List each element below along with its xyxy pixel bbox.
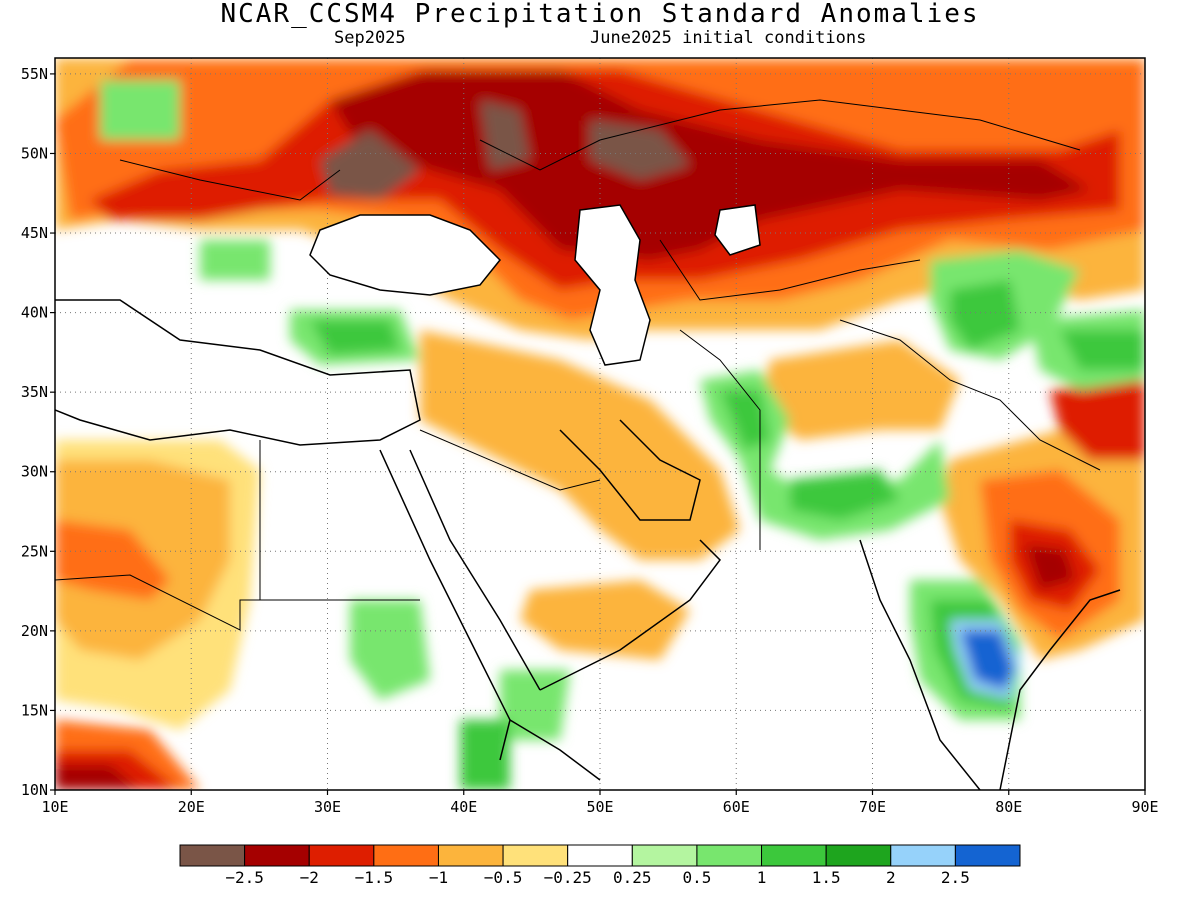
colorbar-swatch xyxy=(696,844,763,867)
colorbar-swatch xyxy=(502,844,569,867)
y-tick-label: 35N xyxy=(21,383,48,401)
y-tick-label: 55N xyxy=(21,65,48,83)
colorbar: −2.5 −2 −1.5 −1 −0.5 −0.25 0.25 0.5 1 1.5 2 2.5 xyxy=(179,844,1021,887)
colorbar-label: 2.5 xyxy=(941,868,970,887)
colorbar-swatch xyxy=(179,844,246,867)
country-borders xyxy=(55,99,1101,631)
colorbar-label: 1 xyxy=(757,868,767,887)
colorbar-label: −1.5 xyxy=(355,868,394,887)
caspian-sea xyxy=(574,204,651,366)
colorbar-label: −0.25 xyxy=(544,868,592,887)
persian-gulf-coast xyxy=(559,419,701,521)
colorbar-swatch xyxy=(761,844,827,867)
red-sea-coast xyxy=(379,449,541,761)
x-tick-label: 10E xyxy=(41,798,68,816)
y-tick-label: 50N xyxy=(21,144,48,162)
aral-sea xyxy=(714,204,761,256)
map-title: NCAR_CCSM4 Precipitation Standard Anomal… xyxy=(220,0,980,29)
colorbar-swatch xyxy=(631,844,698,867)
x-tick-label: 30E xyxy=(314,798,341,816)
colorbar-label: −0.5 xyxy=(484,868,523,887)
y-tick-label: 20N xyxy=(21,622,48,640)
y-tick-label: 45N xyxy=(21,224,48,242)
mediterranean-coast xyxy=(55,299,421,446)
colorbar-label: 1.5 xyxy=(812,868,841,887)
y-tick-label: 25N xyxy=(21,542,48,560)
colorbar-swatch xyxy=(567,844,633,867)
colorbar-swatch xyxy=(825,844,892,867)
colorbar-label: −1 xyxy=(429,868,448,887)
colorbar-swatch xyxy=(890,844,956,867)
axis-ticks: 10E 20E 30E 40E 50E 60E 70E 80E 90E 10N 15N 20N 25N 3… xyxy=(21,65,1159,816)
colorbar-label: 0.5 xyxy=(682,868,711,887)
black-sea xyxy=(309,214,502,296)
x-tick-label: 70E xyxy=(859,798,886,816)
india-coast xyxy=(859,539,1121,790)
colorbar-swatch xyxy=(373,844,439,867)
arabian-peninsula-coast xyxy=(539,539,721,691)
forecast-month: Sep2025 xyxy=(334,28,406,48)
y-tick-label: 15N xyxy=(21,701,48,719)
colorbar-swatch xyxy=(244,844,310,867)
colorbar-label: 0.25 xyxy=(613,868,652,887)
colorbar-label: 2 xyxy=(886,868,896,887)
x-tick-label: 80E xyxy=(995,798,1022,816)
y-tick-label: 30N xyxy=(21,463,48,481)
colorbar-label: −2 xyxy=(300,868,319,887)
y-tick-label: 10N xyxy=(21,781,48,799)
colorbar-swatch xyxy=(954,844,1021,867)
colorbar-label: −2.5 xyxy=(225,868,264,887)
coastlines xyxy=(55,204,1121,790)
y-tick-label: 40N xyxy=(21,304,48,322)
x-tick-label: 90E xyxy=(1131,798,1158,816)
colorbar-swatch xyxy=(308,844,375,867)
x-tick-label: 50E xyxy=(586,798,613,816)
initial-conditions: June2025 initial conditions xyxy=(590,28,867,48)
x-tick-label: 60E xyxy=(723,798,750,816)
colorbar-swatch xyxy=(437,844,504,867)
x-tick-label: 20E xyxy=(178,798,205,816)
africa-horn-coast xyxy=(509,719,601,781)
x-tick-label: 40E xyxy=(450,798,477,816)
